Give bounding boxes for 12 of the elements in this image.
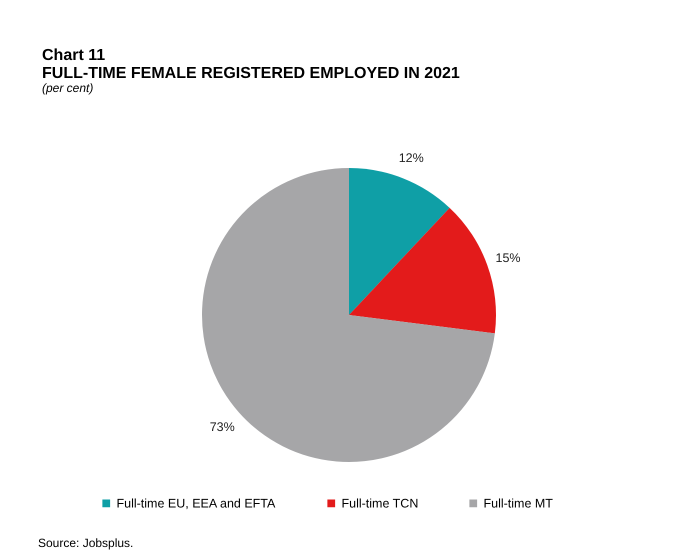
legend-label: Full-time EU, EEA and EFTA (116, 496, 276, 510)
legend-label: Full-time MT (484, 496, 554, 510)
pie-slice (202, 168, 495, 462)
pie-slice (349, 168, 450, 315)
chart-title: Chart 11 FULL-TIME FEMALE REGISTERED EMPLOYED IN 2021 (42, 47, 460, 82)
source-note: Source: Jobsplus. (38, 536, 134, 550)
data-label: 15% (495, 250, 521, 265)
pie-slice (349, 208, 496, 334)
chart-subtitle: (per cent) (42, 81, 94, 95)
data-label: 73% (210, 420, 235, 434)
legend-label: Full-time TCN (342, 496, 418, 510)
data-label: 12% (398, 150, 424, 165)
